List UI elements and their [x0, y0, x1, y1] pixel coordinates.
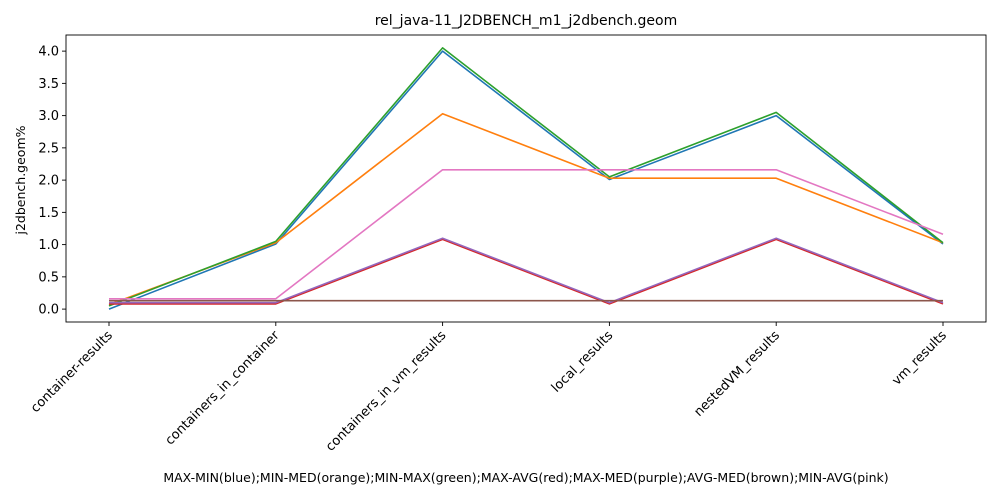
series-line-min-med: [108, 112, 944, 306]
y-axis-label: j2dbench.geom%: [13, 125, 28, 235]
y-tick-label: 1.5: [38, 206, 59, 221]
series-line-max-med: [109, 237, 944, 304]
x-tick-label: local_results: [549, 328, 617, 396]
chart-title: rel_java-11_J2DBENCH_m1_j2dbench.geom: [375, 13, 678, 29]
x-tick-label: container-results: [28, 328, 116, 416]
series-line-max-min: [108, 50, 944, 310]
y-tick-label: 2.5: [38, 141, 59, 156]
y-tick-label: 1.0: [38, 238, 59, 253]
x-axis-label: MAX-MIN(blue);MIN-MED(orange);MIN-MAX(gr…: [163, 470, 888, 485]
plot-frame: [65, 34, 987, 323]
series-line-max-avg: [109, 238, 944, 305]
y-tick-label: 3.5: [38, 77, 59, 92]
y-tick-label: 4.0: [38, 45, 59, 60]
series-line-min-avg: [109, 169, 944, 300]
y-tick-label: 0.5: [38, 270, 59, 285]
series-line-min-max: [108, 47, 944, 307]
y-tick-label: 2.0: [38, 174, 59, 189]
x-tick-label: nestedVM_results: [691, 328, 783, 420]
plot-area: 0.0 0.5 1.0 1.5 2.0 2.5 3.0 3.5 4.0 container-res…: [28, 34, 987, 455]
x-tick-label: containers_in_vm_results: [323, 328, 449, 454]
x-tick-label: vm_results: [889, 328, 950, 389]
y-tick-label: 3.0: [38, 109, 59, 124]
x-tick-label: containers_in_container: [163, 328, 284, 449]
y-tick-label: 0.0: [38, 303, 59, 318]
